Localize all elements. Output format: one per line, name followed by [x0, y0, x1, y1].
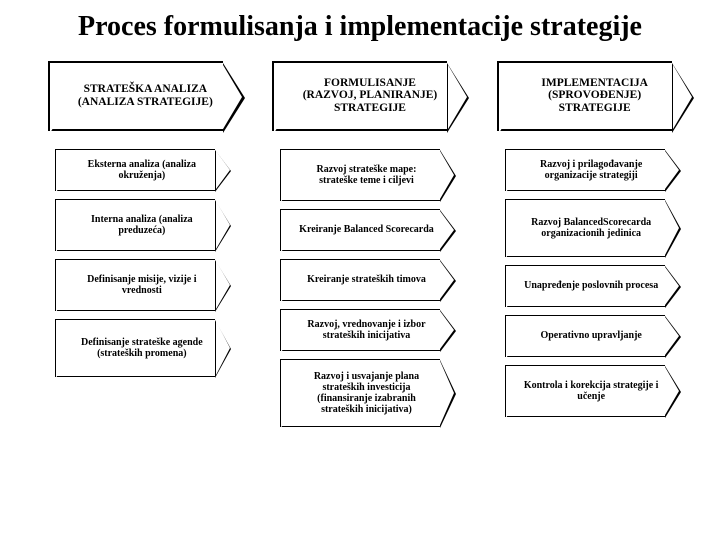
sub-arrow-1-3: Razvoj, vrednovanje i izbor strateških i…: [280, 309, 440, 351]
sub-arrow-1-4: Razvoj i usvajanje plana strateških inve…: [280, 359, 440, 427]
sub-label: Kontrola i korekcija strategije i učenje: [524, 380, 659, 402]
sub-label: Interna analiza (analiza preduzeća): [74, 214, 209, 236]
sub-arrow-1-2: Kreiranje strateških timova: [280, 259, 440, 301]
sub-arrow-2-3: Operativno upravljanje: [505, 315, 665, 357]
sub-label: Razvoj strateške mape: strateške teme i …: [299, 164, 434, 186]
sub-arrow-2-2: Unapređenje poslovnih procesa: [505, 265, 665, 307]
sub-arrow-1-0: Razvoj strateške mape: strateške teme i …: [280, 149, 440, 201]
sub-arrow-2-0: Razvoj i prilagođavanje organizacije str…: [505, 149, 665, 191]
sub-label: Operativno upravljanje: [540, 330, 641, 341]
column-0: STRATEŠKA ANALIZA (ANALIZA STRATEGIJE) E…: [30, 61, 241, 435]
sub-label: Razvoj i prilagođavanje organizacije str…: [524, 159, 659, 181]
header-arrow-1: FORMULISANJE (RAZVOJ, PLANIRANJE) STRATE…: [272, 61, 447, 131]
page-title: Proces formulisanja i implementacije str…: [30, 12, 690, 43]
sub-label: Definisanje misije, vizije i vrednosti: [74, 274, 209, 296]
sub-arrow-2-1: Razvoj BalancedScorecarda organizacionih…: [505, 199, 665, 257]
diagram-columns: STRATEŠKA ANALIZA (ANALIZA STRATEGIJE) E…: [30, 61, 690, 435]
header-arrow-0: STRATEŠKA ANALIZA (ANALIZA STRATEGIJE): [48, 61, 223, 131]
header-arrow-2: IMPLEMENTACIJA (SPROVOĐENJE) STRATEGIJE: [497, 61, 672, 131]
sub-label: Definisanje strateške agende (strateških…: [74, 337, 209, 359]
sub-label: Unapređenje poslovnih procesa: [524, 280, 658, 291]
sub-arrow-0-3: Definisanje strateške agende (strateških…: [55, 319, 215, 377]
sub-label: Kreiranje Balanced Scorecarda: [299, 224, 434, 235]
sub-label: Razvoj, vrednovanje i izbor strateških i…: [299, 319, 434, 341]
sub-label: Razvoj BalancedScorecarda organizacionih…: [524, 217, 659, 239]
sub-arrow-0-2: Definisanje misije, vizije i vrednosti: [55, 259, 215, 311]
header-label-1: FORMULISANJE (RAZVOJ, PLANIRANJE) STRATE…: [298, 77, 441, 115]
sub-label: Eksterna analiza (analiza okruženja): [74, 159, 209, 181]
header-label-2: IMPLEMENTACIJA (SPROVOĐENJE) STRATEGIJE: [523, 77, 666, 115]
sub-arrow-0-0: Eksterna analiza (analiza okruženja): [55, 149, 215, 191]
column-1: FORMULISANJE (RAZVOJ, PLANIRANJE) STRATE…: [255, 61, 466, 435]
sub-label: Kreiranje strateških timova: [307, 274, 426, 285]
sub-arrow-2-4: Kontrola i korekcija strategije i učenje: [505, 365, 665, 417]
sub-arrow-0-1: Interna analiza (analiza preduzeća): [55, 199, 215, 251]
column-2: IMPLEMENTACIJA (SPROVOĐENJE) STRATEGIJE …: [479, 61, 690, 435]
sub-arrow-1-1: Kreiranje Balanced Scorecarda: [280, 209, 440, 251]
sub-label: Razvoj i usvajanje plana strateških inve…: [299, 371, 434, 415]
header-label-0: STRATEŠKA ANALIZA (ANALIZA STRATEGIJE): [74, 83, 217, 108]
